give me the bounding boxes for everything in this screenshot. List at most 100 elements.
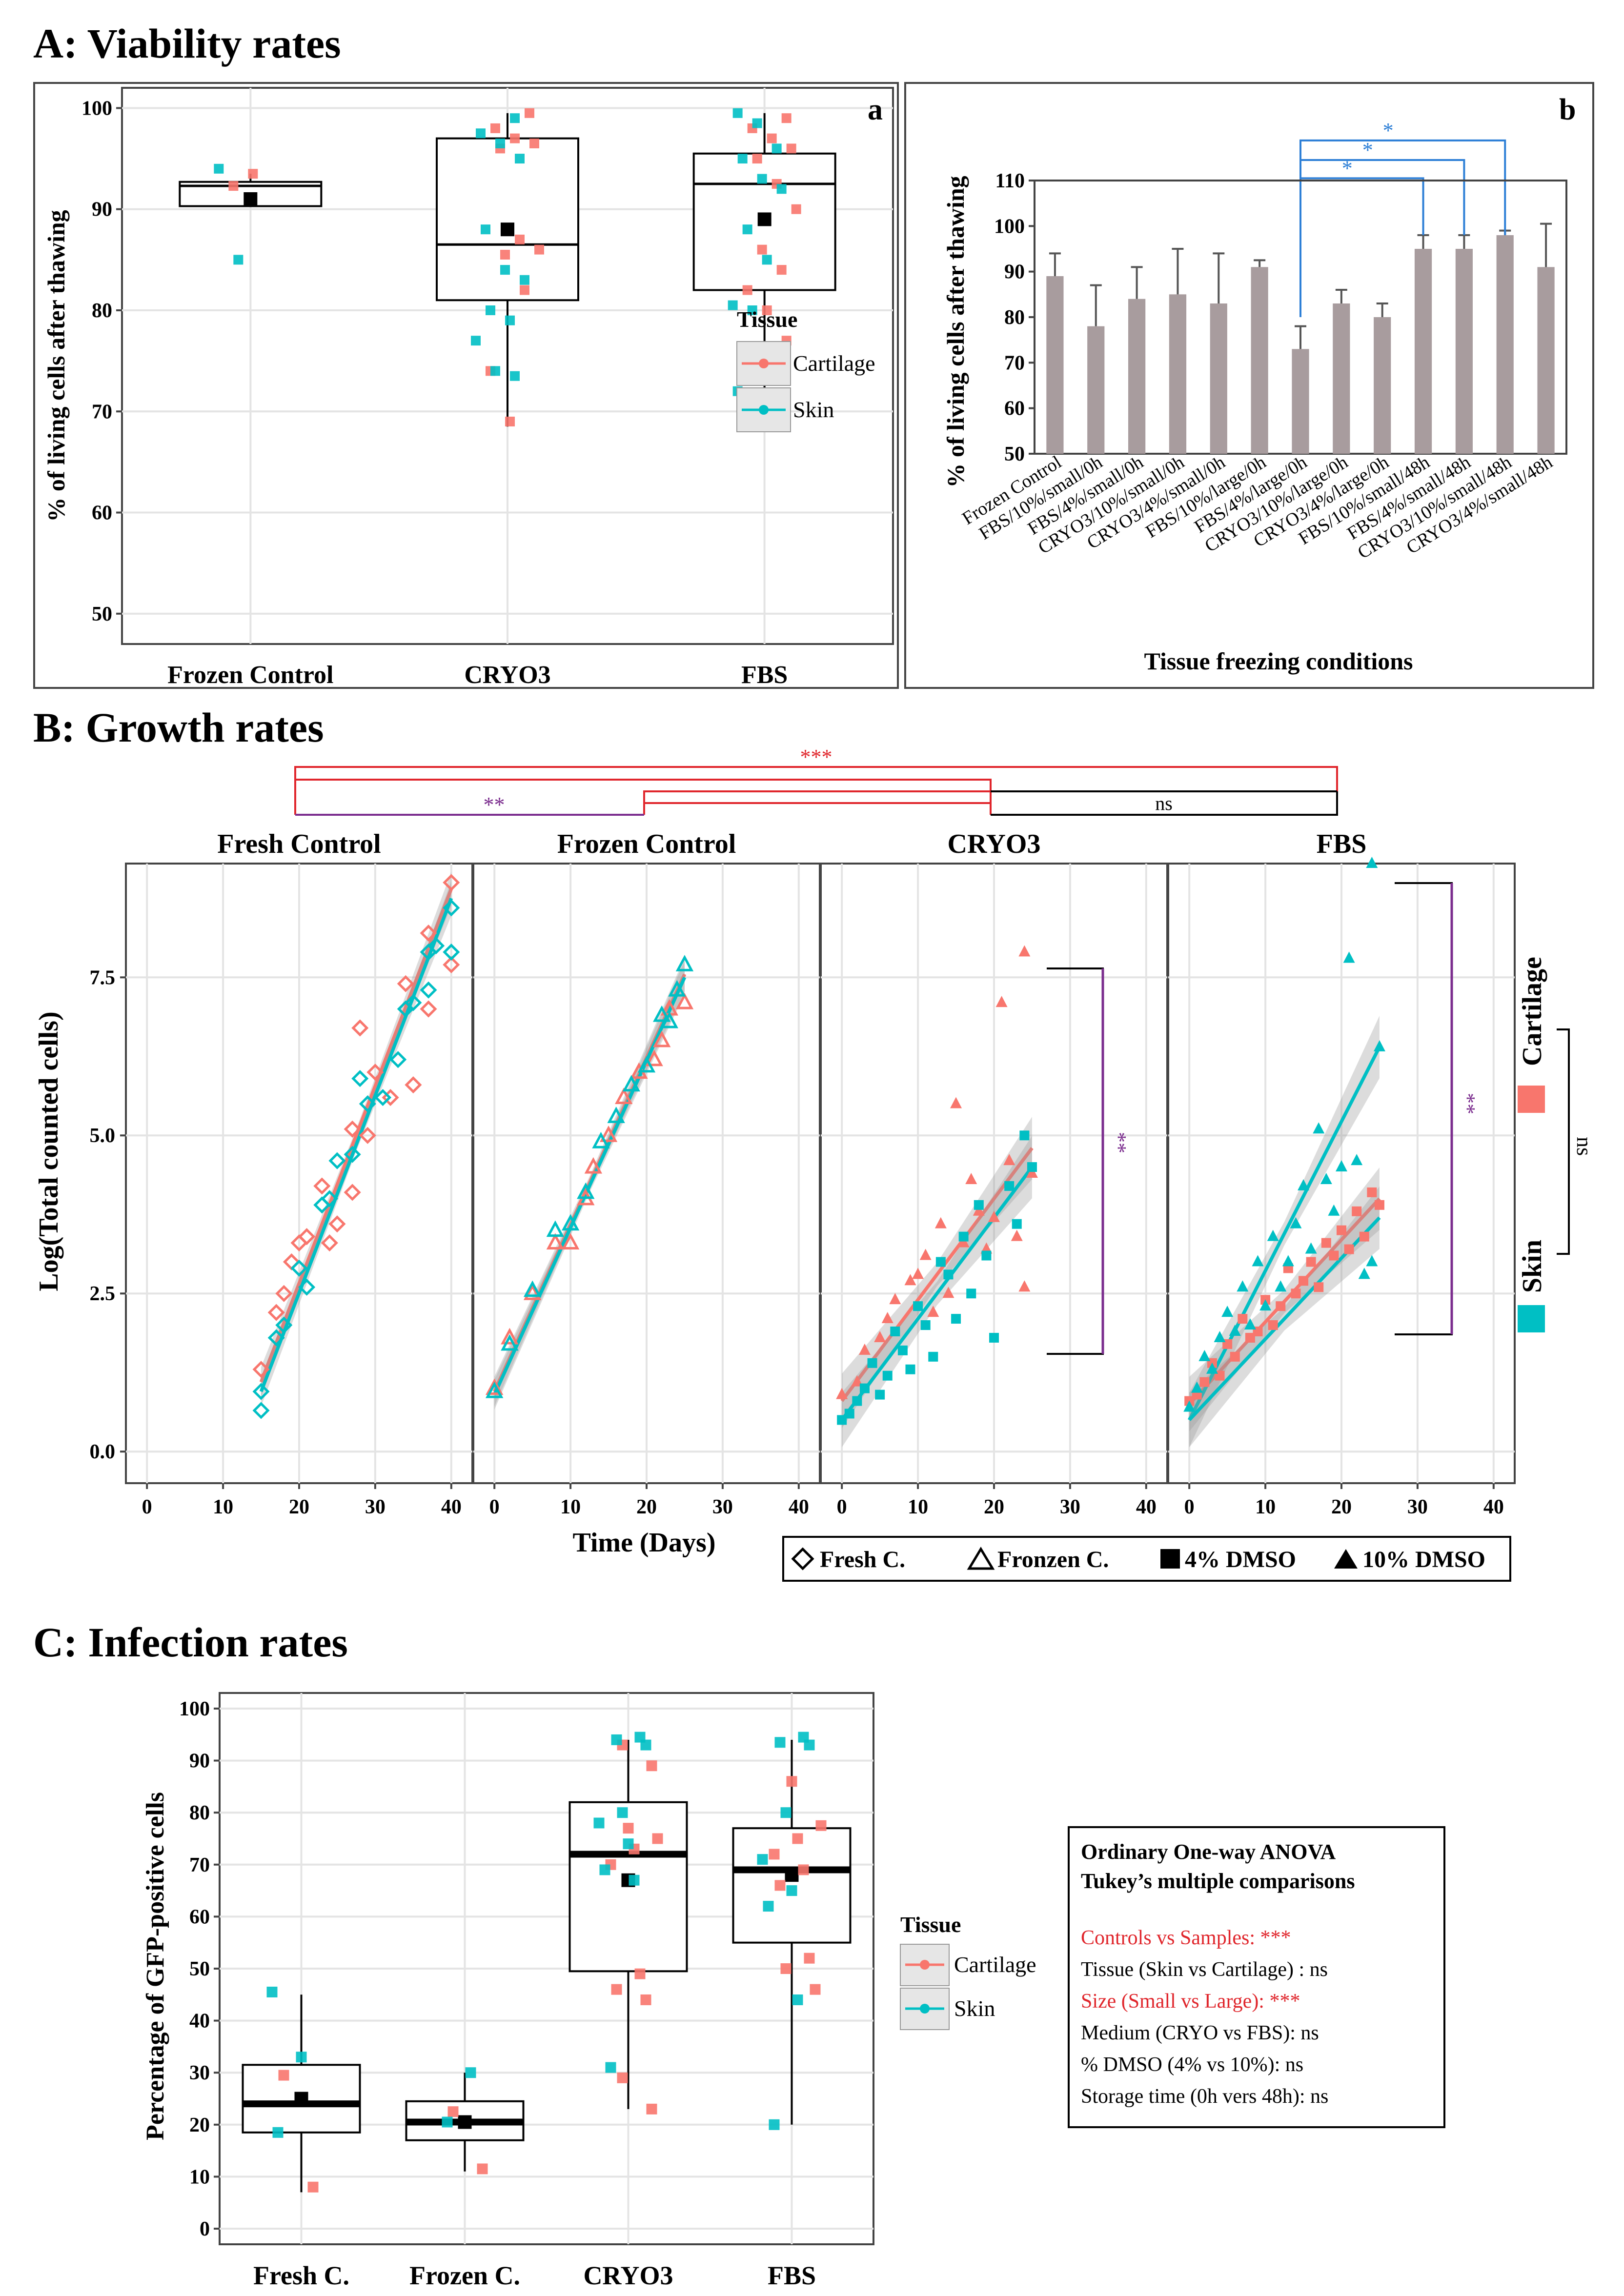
- anova-row: Medium (CRYO vs FBS): ns: [1081, 2022, 1319, 2044]
- panel-a-point-cartilage: [757, 244, 767, 255]
- panel-c-ytick-label: 60: [189, 1906, 210, 1928]
- growth-point-skin: [1298, 1179, 1310, 1190]
- growth-point-skin: [359, 1095, 376, 1112]
- panel-c-point-skin: [465, 2067, 476, 2078]
- panel-c-point-skin: [774, 1737, 786, 1748]
- panel-c-point-skin: [786, 1885, 797, 1896]
- panel-c-ylabel: Percentage of GFP-positive cells: [142, 1792, 169, 2140]
- growth-panel-xtick-label: 0: [1184, 1496, 1195, 1518]
- growth-point-cartilage: [397, 975, 414, 992]
- panel-a-point-skin: [742, 224, 752, 235]
- tissue-legend-b-cartilage-swatch: [1518, 1086, 1545, 1113]
- growth-point-skin: [920, 1320, 931, 1330]
- shape-legend-triangle-open: [967, 1547, 995, 1570]
- panel-b-frame: [904, 82, 1594, 689]
- section-c-title: C: Infection rates: [33, 1619, 348, 1666]
- panel-c-point-cartilage: [786, 1776, 797, 1787]
- panel-c-points: [266, 1732, 827, 2193]
- panel-a-point-cartilage: [490, 123, 500, 133]
- panel-a-point-skin: [747, 305, 757, 315]
- panel-a-point-cartilage: [529, 139, 539, 148]
- growth-point-cartilage: [561, 1233, 580, 1250]
- panel-c-xticks: Fresh C. Frozen C. CRYO3 FBS: [253, 2261, 816, 2290]
- panel-b-bar: [1455, 249, 1473, 454]
- shape-legend-10dmso: 10% DMSO: [1362, 1547, 1485, 1572]
- growth-point-cartilage: [615, 1088, 633, 1104]
- anova-rows: Controls vs Samples: *** Tissue (Skin vs …: [1081, 1927, 1328, 2108]
- panel-c-boxes: [242, 1739, 852, 2193]
- growth-point-cartilage: [652, 1030, 671, 1047]
- growth-point-skin: [1012, 1219, 1022, 1229]
- growth-point-skin: [1336, 1160, 1347, 1172]
- panel-a-ytick-label: 80: [92, 300, 112, 322]
- growth-panel-ytick-label: 0.0: [90, 1441, 116, 1463]
- panel-a-letter: a: [868, 93, 883, 126]
- legend-c-skin: Skin: [954, 1996, 995, 2021]
- growth-panel-title: Frozen Control: [557, 829, 736, 859]
- panel-b-sig-star: *: [1342, 156, 1353, 180]
- panel-c-point-skin: [296, 2052, 307, 2063]
- section-b-panels: Fresh Control 0 10 20 30 40 0.0 2.5 5.0 7.5 Frozen…: [90, 829, 1516, 1518]
- growth-point-skin: [561, 1214, 580, 1231]
- growth-point-cartilage: [344, 1184, 361, 1201]
- panel-a-xticks: Frozen Control CRYO3 FBS: [167, 661, 788, 689]
- panel-b-bar: [1210, 303, 1227, 454]
- panel-a-point-cartilage: [791, 204, 801, 214]
- panel-c-xtick-label: Fresh C.: [253, 2261, 349, 2290]
- growth-point-skin: [546, 1220, 565, 1237]
- panel-a-point-cartilage: [762, 305, 772, 315]
- growth-point-skin: [882, 1370, 893, 1381]
- growth-point-cartilage: [927, 1306, 939, 1317]
- panel-c-point-cartilage: [815, 1820, 827, 1831]
- growth-panel-xtick-label: 0: [489, 1496, 500, 1518]
- growth-point-skin: [252, 1402, 270, 1419]
- growth-point-cartilage: [836, 1388, 848, 1399]
- panel-c-point-cartilage: [640, 1994, 651, 2005]
- growth-point-skin: [1259, 1299, 1272, 1311]
- panel-c-point-cartilage: [810, 1984, 821, 1995]
- panel-a-point-cartilage: [228, 181, 239, 191]
- growth-point-skin: [267, 1329, 285, 1347]
- growth-point-cartilage: [1314, 1282, 1324, 1292]
- growth-point-cartilage: [298, 1228, 316, 1246]
- growth-point-cartilage: [443, 956, 460, 973]
- panel-b-bar: [1292, 349, 1309, 454]
- growth-point-skin: [427, 937, 445, 955]
- panel-a-mean: [501, 222, 514, 237]
- panel-c-yticks: 0 10 20 30 40 50 60 70 80 90 100: [179, 1698, 220, 2240]
- growth-point-skin: [652, 1005, 671, 1022]
- panel-b-xticks: Frozen ControlFBS/10%/small/0hFBS/4%/sma…: [958, 452, 1556, 563]
- panel-c-point-skin: [266, 1986, 278, 1997]
- growth-point-cartilage: [313, 1177, 331, 1195]
- growth-fit-line: [259, 898, 453, 1392]
- panel-c-point-cartilage: [278, 2070, 289, 2081]
- panel-a-point-skin: [505, 315, 515, 325]
- tissue-legend-b-cartilage: Cartilage: [1517, 957, 1547, 1066]
- panel-b-bar: [1537, 267, 1555, 454]
- panel-c-point-skin: [780, 1807, 792, 1818]
- panel-a-ylabel: % of living cells after thawing: [42, 210, 70, 522]
- growth-point-cartilage: [912, 1268, 924, 1279]
- growth-point-skin: [1320, 1172, 1332, 1184]
- growth-point-skin: [675, 955, 694, 971]
- panel-a-point-skin: [214, 163, 224, 174]
- panel-c-point-cartilage: [646, 2103, 657, 2115]
- growth-point-skin: [485, 1381, 504, 1398]
- growth-fit-line: [259, 888, 453, 1383]
- growth-point-cartilage: [645, 1049, 663, 1067]
- growth-point-skin: [660, 1011, 678, 1028]
- section-b-ylabel: Log(Total counted cells): [34, 1011, 64, 1291]
- b-sig-ns: ns: [1155, 792, 1173, 814]
- panel-a-point-skin: [737, 154, 748, 164]
- growth-point-skin: [1328, 1204, 1340, 1216]
- panel-c-point-cartilage: [798, 1864, 809, 1875]
- growth-point-skin: [1183, 1400, 1196, 1412]
- growth-panel-1: Frozen Control 0 10 20 30 40: [472, 829, 821, 1518]
- panel-a-yticks: 50 60 70 80 90 100: [81, 97, 122, 625]
- b-sig-purple-stars: **: [484, 793, 505, 817]
- panel-b-bar: [1087, 326, 1105, 454]
- panel-a-point-skin: [762, 255, 772, 265]
- panel-a-point-cartilage: [776, 265, 787, 275]
- growth-point-cartilage: [1245, 1332, 1255, 1343]
